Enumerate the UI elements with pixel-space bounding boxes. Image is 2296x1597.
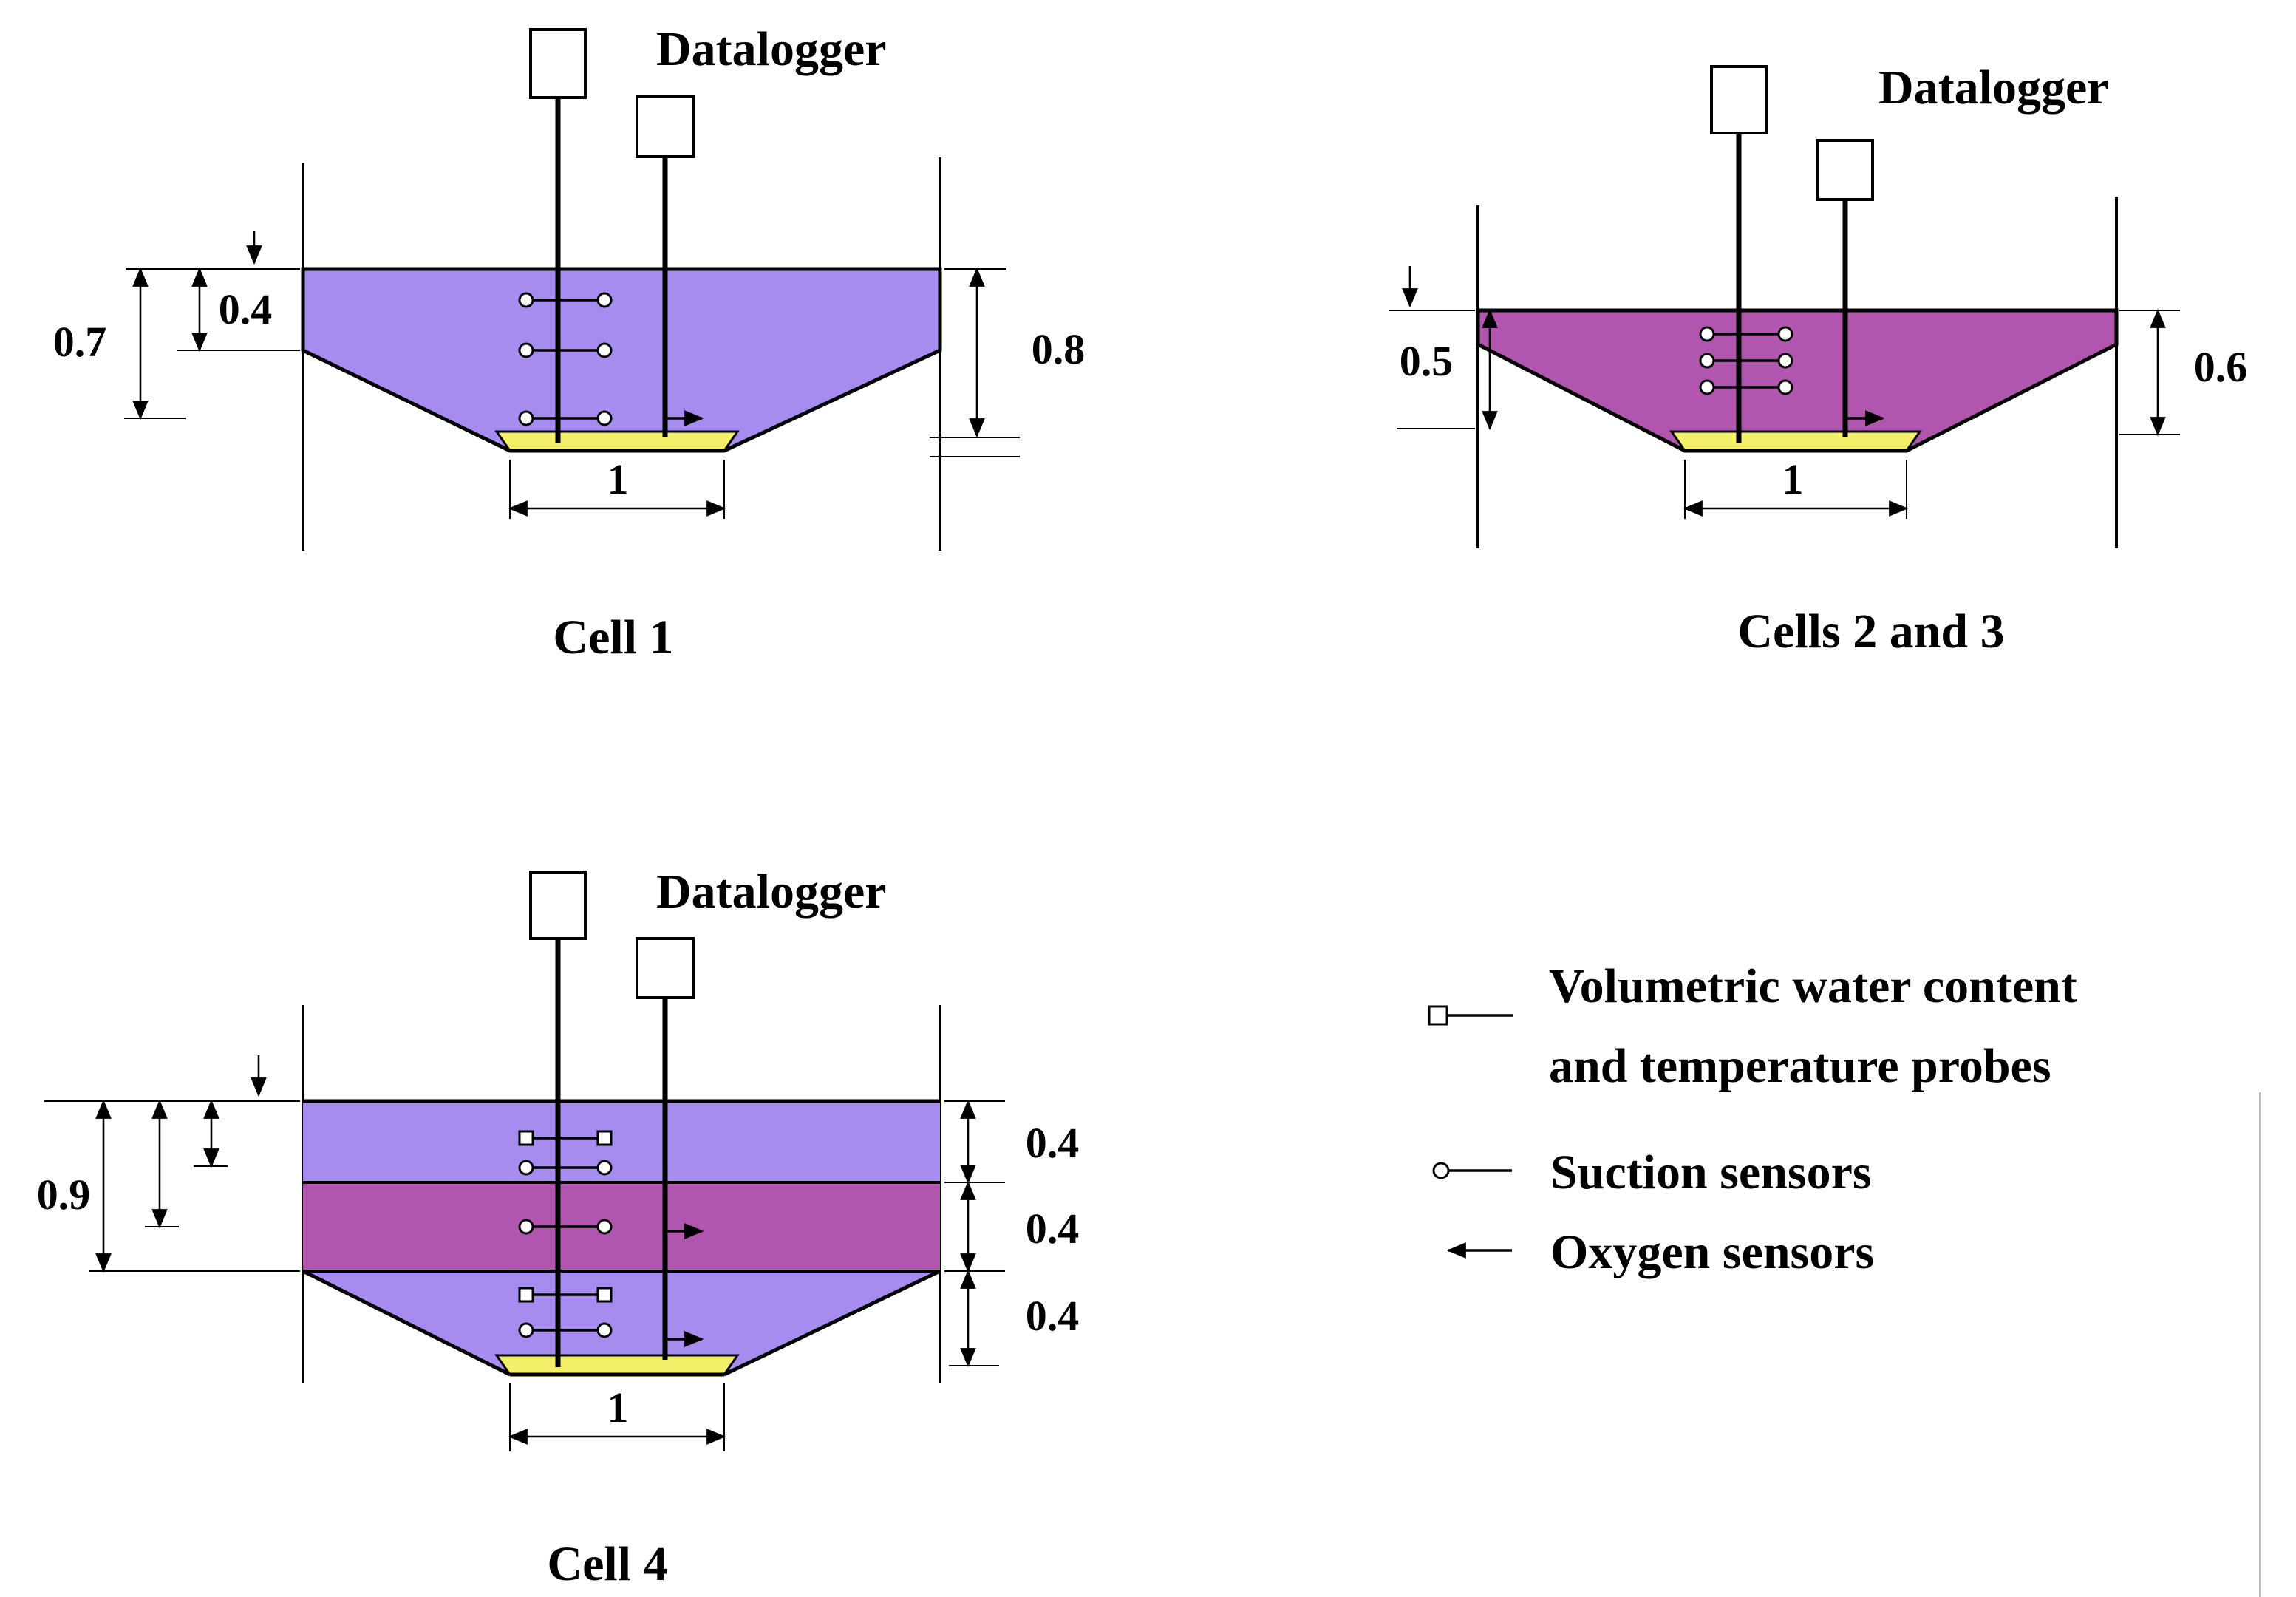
cells23-title: Cells 2 and 3: [1737, 605, 2004, 658]
cell4-dim-right-top: 0.4: [1026, 1119, 1080, 1167]
cell4-diagram: Datalogger 0.9: [37, 865, 1080, 1591]
cell4-datalogger-label: Datalogger: [656, 865, 887, 919]
cell4-title: Cell 4: [547, 1537, 667, 1591]
suction-sensor-icon: [518, 342, 613, 358]
datalogger-box: [529, 28, 587, 99]
cell1-dim-bottom: 1: [607, 455, 629, 503]
cell4-layer-top: [303, 1101, 940, 1182]
cell1-dim-left-outer: 0.7: [53, 318, 107, 366]
suction-sensor-icon: [1432, 1162, 1512, 1179]
suction-sensor-icon: [518, 410, 613, 426]
legend-oxygen-label: Oxygen sensors: [1550, 1225, 1874, 1279]
suction-sensor-icon: [1699, 353, 1793, 369]
cells23-dim-right: 0.6: [2194, 343, 2248, 391]
legend-suction-label: Suction sensors: [1550, 1145, 1872, 1199]
legend: Volumetric water content and temperature…: [1428, 959, 2077, 1279]
cell1-fill: [301, 267, 942, 453]
cell1-diagram: Datalogger 0.7 0.4 0.8: [53, 22, 1086, 664]
datalogger-box: [636, 937, 695, 999]
cell1-title: Cell 1: [553, 610, 673, 664]
cells23-datalogger-label: Datalogger: [1878, 61, 2109, 115]
suction-sensor-icon: [518, 292, 613, 308]
suction-sensor-icon: [1699, 326, 1793, 342]
suction-sensor-icon: [518, 1160, 613, 1176]
cell1-dim-left-inner: 0.4: [219, 285, 273, 333]
cell4-dim-bottom: 1: [607, 1383, 629, 1431]
legend-vwc-label-line1: Volumetric water content: [1549, 959, 2077, 1013]
cells23-drainage-layer: [1669, 430, 1922, 452]
cell4-dim-right-bottom: 0.4: [1026, 1292, 1080, 1340]
cell1-drainage-layer: [494, 430, 740, 452]
cell4-dim-left: 0.9: [37, 1171, 91, 1219]
cell4-dim-right-middle: 0.4: [1026, 1205, 1080, 1253]
cells23-fill: [1476, 308, 2119, 453]
cells23-diagram: Datalogger 0.5 0.6 1 Cells: [1389, 61, 2247, 658]
cell4-drainage-layer: [494, 1354, 740, 1376]
legend-vwc-label-line2: and temperature probes: [1549, 1039, 2051, 1093]
cell1-dim-right: 0.8: [1032, 325, 1086, 373]
cell1-datalogger-label: Datalogger: [656, 22, 887, 76]
datalogger-box: [529, 871, 587, 940]
datalogger-box: [1816, 139, 1874, 201]
datalogger-box: [1710, 65, 1768, 134]
vwc-probe-icon: [1428, 1005, 1513, 1026]
cell4-slope-left: [302, 1269, 511, 1377]
vwc-probe-icon: [518, 1287, 613, 1303]
suction-sensor-icon: [518, 1322, 613, 1338]
cell4-slope-right: [723, 1269, 941, 1377]
suction-sensor-icon: [518, 1219, 613, 1235]
datalogger-box: [636, 95, 695, 158]
cells23-dim-left: 0.5: [1400, 337, 1454, 385]
cells23-dim-bottom: 1: [1782, 455, 1804, 503]
vwc-probe-icon: [518, 1130, 613, 1146]
cell4-layer-middle: [303, 1182, 940, 1271]
suction-sensor-icon: [1699, 379, 1793, 395]
